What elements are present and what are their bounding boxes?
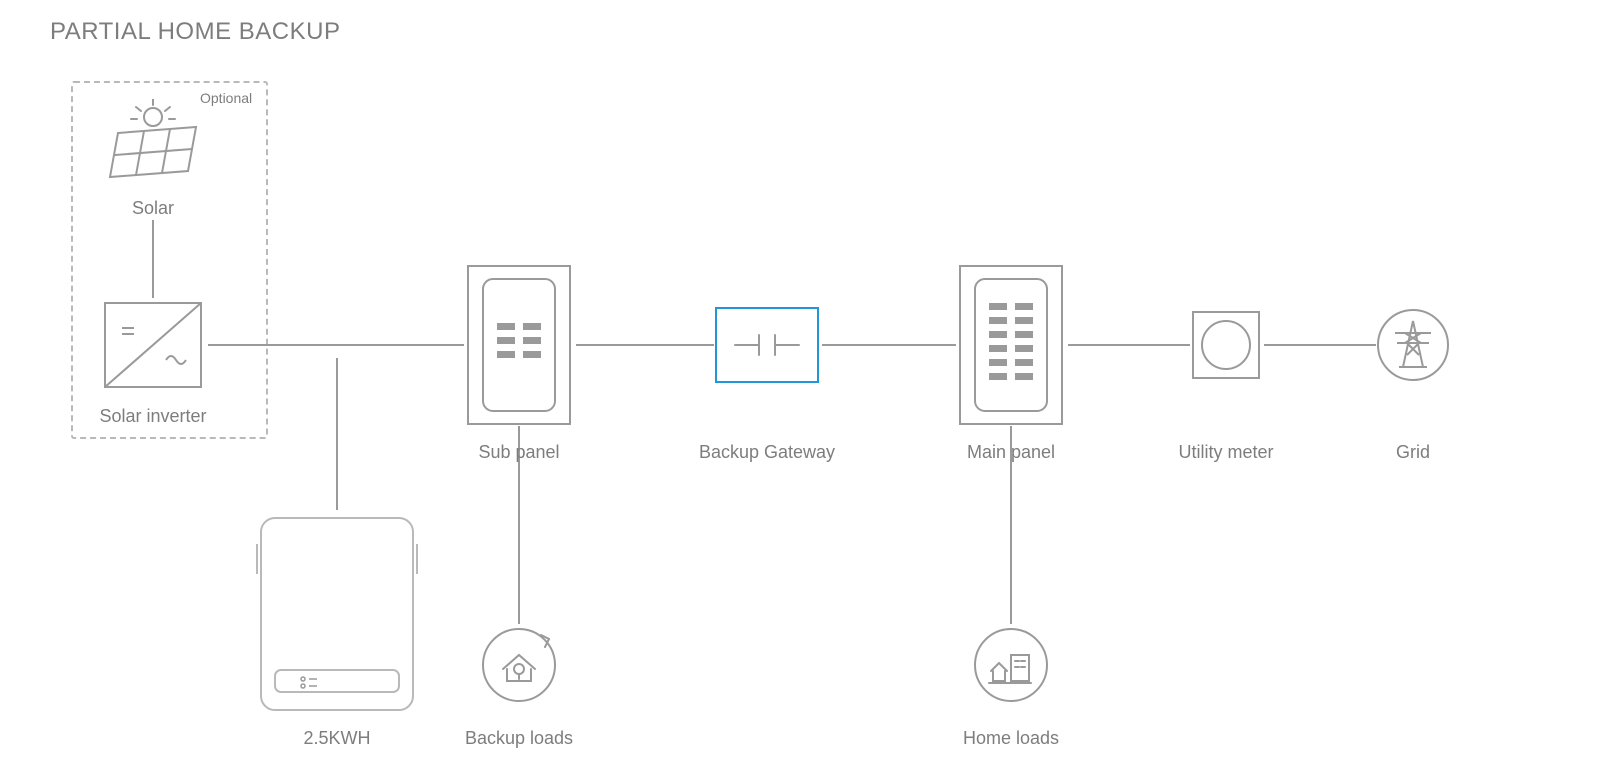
edge-mainpanel-to-meter <box>1068 344 1190 346</box>
backup-gateway-icon <box>715 307 819 383</box>
battery-label: 2.5KWH <box>303 728 370 749</box>
utility-meter-icon <box>1192 311 1260 379</box>
edge-battery-vertical <box>336 360 338 510</box>
home-loads-label: Home loads <box>963 728 1059 749</box>
grid-icon <box>1377 309 1449 381</box>
solar-inverter-label: Solar inverter <box>99 406 206 427</box>
edge-inverter-to-subpanel <box>208 344 464 346</box>
backup-loads-icon <box>479 625 559 705</box>
edge-solar-to-inverter <box>152 220 154 298</box>
grid-label: Grid <box>1396 442 1430 463</box>
diagram-title: PARTIAL HOME BACKUP <box>50 18 340 46</box>
utility-meter-label: Utility meter <box>1178 442 1273 463</box>
solar-inverter-icon <box>104 302 202 388</box>
edge-gateway-to-mainpanel <box>822 344 956 346</box>
solar-label: Solar <box>132 198 174 219</box>
solar-panel-icon <box>98 99 208 181</box>
edge-battery-joint <box>336 358 338 360</box>
main-panel-label: Main panel <box>967 442 1055 463</box>
backup-loads-label: Backup loads <box>465 728 573 749</box>
edge-subpanel-to-gateway <box>576 344 714 346</box>
battery-icon <box>255 514 419 714</box>
diagram-stage: PARTIAL HOME BACKUP Optional <box>0 0 1615 766</box>
backup-gateway-label: Backup Gateway <box>699 442 835 463</box>
edge-meter-to-grid <box>1264 344 1376 346</box>
home-loads-icon <box>971 625 1051 705</box>
main-panel-icon <box>959 265 1063 425</box>
sub-panel-label: Sub panel <box>478 442 559 463</box>
sub-panel-icon <box>467 265 571 425</box>
